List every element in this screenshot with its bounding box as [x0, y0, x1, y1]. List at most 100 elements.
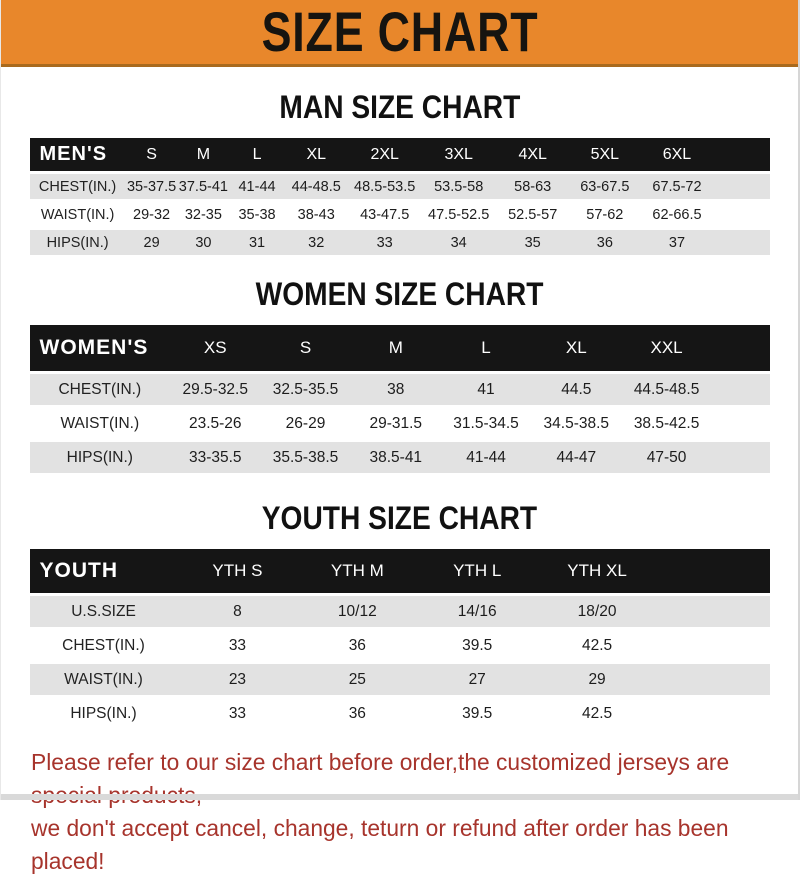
- size-value-cell: 44-47: [531, 442, 622, 473]
- size-header-cell: XL: [284, 138, 348, 171]
- row-spacer-cell: [713, 230, 770, 255]
- table-row: U.S.SIZE 8 10/12 14/16 18/20: [29, 596, 770, 627]
- size-value-cell: 29: [125, 230, 178, 255]
- size-header-cell: YTH XL: [537, 549, 657, 593]
- women-section-heading: WOMEN SIZE CHART: [1, 278, 798, 310]
- size-value-cell: 31: [229, 230, 285, 255]
- size-value-cell: 10/12: [297, 596, 418, 627]
- man-size-section: MAN SIZE CHART MEN'S S M L XL 2XL 3XL 4XL 5XL 6XL…: [1, 91, 798, 258]
- size-value-cell: 27: [417, 664, 538, 695]
- size-value-cell: 30: [177, 230, 230, 255]
- size-value-cell: 8: [177, 596, 298, 627]
- table-header-row: YOUTH YTH S YTH M YTH L YTH XL: [29, 549, 770, 593]
- order-disclaimer: Please refer to our size chart before or…: [31, 746, 776, 878]
- size-value-cell: 33: [177, 698, 298, 729]
- size-value-cell: 38.5-41: [350, 442, 441, 473]
- youth-size-table: YOUTH YTH S YTH M YTH L YTH XL U.S.SIZE 8 10/12…: [29, 546, 770, 732]
- table-title-cell: MEN'S: [29, 138, 126, 171]
- size-value-cell: 34.5-38.5: [531, 408, 622, 439]
- banner-title: SIZE CHART: [261, 0, 538, 63]
- youth-section-heading-text: YOUTH SIZE CHART: [261, 500, 538, 536]
- table-header-row: MEN'S S M L XL 2XL 3XL 4XL 5XL 6XL: [29, 138, 770, 171]
- size-value-cell: 23: [177, 664, 298, 695]
- size-value-cell: 35: [495, 230, 570, 255]
- measure-label-cell: CHEST(IN.): [29, 630, 178, 661]
- size-value-cell: 47-50: [621, 442, 712, 473]
- size-value-cell: 62-66.5: [639, 202, 714, 227]
- size-value-cell: 33: [347, 230, 422, 255]
- size-header-cell: L: [229, 138, 285, 171]
- size-header-cell: S: [125, 138, 178, 171]
- header-spacer-cell: [713, 138, 770, 171]
- measure-label-cell: HIPS(IN.): [29, 442, 171, 473]
- disclaimer-line-2: we don't accept cancel, change, teturn o…: [31, 814, 729, 874]
- size-value-cell: 32.5-35.5: [260, 374, 351, 405]
- size-value-cell: 23.5-26: [170, 408, 261, 439]
- size-value-cell: 34: [421, 230, 496, 255]
- table-row: CHEST(IN.) 29.5-32.5 32.5-35.5 38 41 44.5 44.5…: [29, 374, 770, 405]
- row-spacer-cell: [713, 202, 770, 227]
- table-row: HIPS(IN.) 33 36 39.5 42.5: [29, 698, 770, 729]
- size-header-cell: L: [440, 325, 532, 371]
- man-section-heading-text: MAN SIZE CHART: [279, 89, 520, 125]
- row-spacer-cell: [657, 596, 770, 627]
- size-value-cell: 38.5-42.5: [621, 408, 712, 439]
- size-chart-banner: SIZE CHART: [1, 0, 798, 67]
- women-size-section: WOMEN SIZE CHART WOMEN'S XS S M L XL XXL CHEST(…: [1, 278, 798, 476]
- table-row: WAIST(IN.) 29-32 32-35 35-38 38-43 43-47.5 47.…: [29, 202, 770, 227]
- table-row: CHEST(IN.) 35-37.5 37.5-41 41-44 44-48.5 48.5…: [29, 174, 770, 199]
- size-value-cell: 41: [440, 374, 532, 405]
- bottom-edge-strip: [1, 794, 798, 800]
- row-spacer-cell: [657, 698, 770, 729]
- table-row: HIPS(IN.) 29 30 31 32 33 34 35 36 37: [29, 230, 770, 255]
- men-size-table: MEN'S S M L XL 2XL 3XL 4XL 5XL 6XL CHEST(IN.) 35-37…: [29, 135, 770, 258]
- row-spacer-cell: [657, 664, 770, 695]
- size-value-cell: 29: [537, 664, 657, 695]
- table-title-cell: YOUTH: [29, 549, 178, 593]
- man-section-heading: MAN SIZE CHART: [1, 91, 798, 123]
- size-value-cell: 47.5-52.5: [421, 202, 496, 227]
- size-header-cell: XS: [170, 325, 261, 371]
- size-header-cell: 3XL: [421, 138, 496, 171]
- table-row: WAIST(IN.) 23.5-26 26-29 29-31.5 31.5-34.5 34…: [29, 408, 770, 439]
- size-value-cell: 67.5-72: [639, 174, 714, 199]
- size-header-cell: 2XL: [347, 138, 422, 171]
- size-value-cell: 41-44: [440, 442, 532, 473]
- size-value-cell: 35-38: [229, 202, 285, 227]
- row-spacer-cell: [711, 408, 770, 439]
- size-header-cell: XL: [531, 325, 622, 371]
- table-title-cell: WOMEN'S: [29, 325, 171, 371]
- size-header-cell: M: [177, 138, 230, 171]
- size-header-cell: XXL: [621, 325, 712, 371]
- size-header-cell: 6XL: [639, 138, 714, 171]
- table-header-row: WOMEN'S XS S M L XL XXL: [29, 325, 770, 371]
- size-value-cell: 42.5: [537, 698, 657, 729]
- size-value-cell: 29-32: [125, 202, 178, 227]
- row-spacer-cell: [711, 374, 770, 405]
- disclaimer-line-1: Please refer to our size chart before or…: [31, 749, 730, 808]
- women-size-table: WOMEN'S XS S M L XL XXL CHEST(IN.) 29.5-32.5 32.5…: [29, 322, 770, 476]
- size-header-cell: 4XL: [495, 138, 570, 171]
- size-value-cell: 41-44: [229, 174, 285, 199]
- size-header-cell: 5XL: [569, 138, 640, 171]
- measure-label-cell: WAIST(IN.): [29, 408, 171, 439]
- size-value-cell: 33: [177, 630, 298, 661]
- table-row: CHEST(IN.) 33 36 39.5 42.5: [29, 630, 770, 661]
- size-value-cell: 36: [297, 698, 418, 729]
- size-value-cell: 44-48.5: [284, 174, 348, 199]
- size-value-cell: 31.5-34.5: [440, 408, 532, 439]
- measure-label-cell: CHEST(IN.): [29, 174, 126, 199]
- row-spacer-cell: [657, 630, 770, 661]
- size-value-cell: 39.5: [417, 698, 538, 729]
- youth-section-heading: YOUTH SIZE CHART: [1, 502, 798, 534]
- size-value-cell: 58-63: [495, 174, 570, 199]
- size-value-cell: 63-67.5: [569, 174, 640, 199]
- size-value-cell: 18/20: [537, 596, 657, 627]
- size-value-cell: 37: [639, 230, 714, 255]
- header-spacer-cell: [711, 325, 770, 371]
- measure-label-cell: WAIST(IN.): [29, 664, 178, 695]
- row-spacer-cell: [711, 442, 770, 473]
- size-value-cell: 14/16: [417, 596, 538, 627]
- size-value-cell: 44.5-48.5: [621, 374, 712, 405]
- size-value-cell: 43-47.5: [347, 202, 422, 227]
